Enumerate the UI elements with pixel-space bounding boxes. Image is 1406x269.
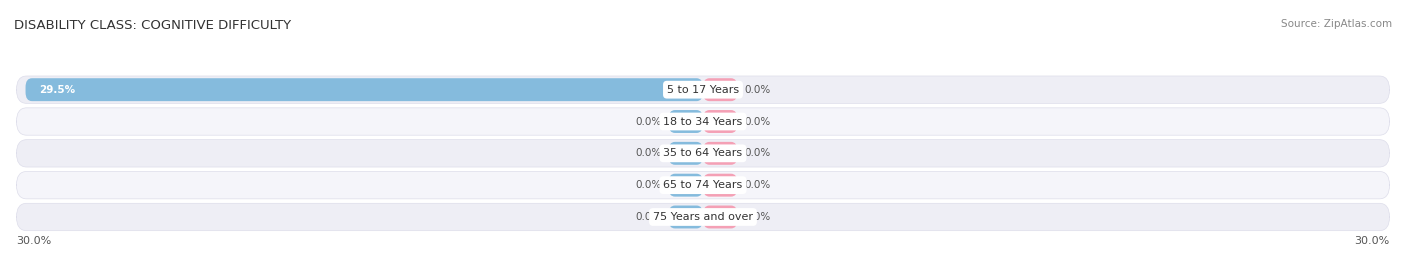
Text: 0.0%: 0.0% (636, 212, 662, 222)
Text: 75 Years and over: 75 Years and over (652, 212, 754, 222)
Text: 0.0%: 0.0% (744, 85, 770, 95)
FancyBboxPatch shape (669, 174, 703, 197)
FancyBboxPatch shape (17, 203, 1389, 231)
Text: 65 to 74 Years: 65 to 74 Years (664, 180, 742, 190)
Text: 0.0%: 0.0% (744, 148, 770, 158)
Text: 30.0%: 30.0% (17, 236, 52, 246)
Text: 5 to 17 Years: 5 to 17 Years (666, 85, 740, 95)
FancyBboxPatch shape (669, 110, 703, 133)
FancyBboxPatch shape (703, 206, 738, 228)
Text: Source: ZipAtlas.com: Source: ZipAtlas.com (1281, 19, 1392, 29)
FancyBboxPatch shape (703, 78, 738, 101)
FancyBboxPatch shape (703, 142, 738, 165)
Text: 0.0%: 0.0% (636, 180, 662, 190)
FancyBboxPatch shape (17, 76, 1389, 103)
FancyBboxPatch shape (703, 110, 738, 133)
FancyBboxPatch shape (17, 171, 1389, 199)
FancyBboxPatch shape (703, 174, 738, 197)
Text: 0.0%: 0.0% (744, 180, 770, 190)
Text: 0.0%: 0.0% (744, 212, 770, 222)
Text: 35 to 64 Years: 35 to 64 Years (664, 148, 742, 158)
FancyBboxPatch shape (669, 142, 703, 165)
FancyBboxPatch shape (669, 206, 703, 228)
Text: 0.0%: 0.0% (744, 116, 770, 126)
Text: 29.5%: 29.5% (39, 85, 76, 95)
Text: 30.0%: 30.0% (1354, 236, 1389, 246)
Text: 0.0%: 0.0% (636, 116, 662, 126)
Text: 0.0%: 0.0% (636, 148, 662, 158)
FancyBboxPatch shape (25, 78, 703, 101)
Text: DISABILITY CLASS: COGNITIVE DIFFICULTY: DISABILITY CLASS: COGNITIVE DIFFICULTY (14, 19, 291, 32)
FancyBboxPatch shape (17, 140, 1389, 167)
Text: 18 to 34 Years: 18 to 34 Years (664, 116, 742, 126)
FancyBboxPatch shape (17, 108, 1389, 135)
